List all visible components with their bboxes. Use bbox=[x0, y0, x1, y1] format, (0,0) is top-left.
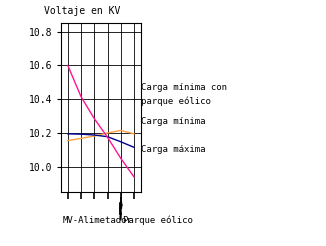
Text: Carga mínima con: Carga mínima con bbox=[141, 83, 228, 92]
Text: Voltaje en KV: Voltaje en KV bbox=[44, 6, 120, 16]
Text: Carga mínima: Carga mínima bbox=[141, 117, 206, 126]
Text: Parque eólico: Parque eólico bbox=[123, 216, 193, 225]
Text: Carga máxima: Carga máxima bbox=[141, 145, 206, 154]
Text: parque eólico: parque eólico bbox=[141, 96, 211, 106]
Text: MV-Alimetador: MV-Alimetador bbox=[63, 216, 133, 225]
